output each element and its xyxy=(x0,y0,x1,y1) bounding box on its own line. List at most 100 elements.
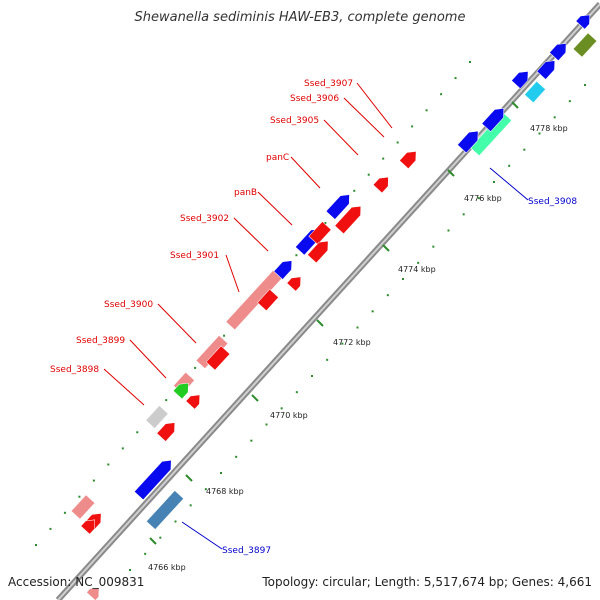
tick-dot-lower xyxy=(174,520,177,523)
gene-blue xyxy=(536,60,556,80)
gene-label-leader xyxy=(323,119,359,156)
gene-label: Ssed_3899 xyxy=(76,336,125,346)
gene-cyan xyxy=(524,80,546,104)
tick-dot-lower xyxy=(493,181,495,183)
tick-dot-lower xyxy=(402,278,404,280)
kbp-label: 4772 kbp xyxy=(333,338,371,347)
tick-dot-lower xyxy=(584,84,586,86)
gene-steel xyxy=(146,490,184,530)
gene-red xyxy=(372,176,389,194)
gene-blue xyxy=(549,43,567,62)
tick-dot-lower xyxy=(311,375,313,377)
gene-label-leader xyxy=(356,82,393,129)
gene-blue xyxy=(134,460,172,501)
kbp-label: 4776 kbp xyxy=(464,194,502,203)
tick-dot-lower xyxy=(280,407,283,410)
gene-label: panC xyxy=(266,153,289,163)
gene-label: Ssed_3898 xyxy=(50,365,99,375)
topology-label: Topology: circular; Length: 5,517,674 bp… xyxy=(262,575,592,589)
gene-label: Ssed_3908 xyxy=(528,197,577,207)
tick-dot-upper xyxy=(107,463,110,466)
tick-dot-lower xyxy=(189,504,192,507)
tick-dot-lower xyxy=(250,439,253,442)
tick-dot-upper xyxy=(367,173,370,176)
gene-red xyxy=(308,221,332,245)
tick-dot-lower xyxy=(447,229,450,232)
tick-dot-upper xyxy=(454,77,457,80)
gene-red xyxy=(307,240,329,264)
gene-pink xyxy=(86,587,100,600)
tick-dot-lower xyxy=(386,294,389,297)
gene-label: panB xyxy=(234,188,257,198)
gene-label-leader xyxy=(489,167,529,201)
kbp-label: 4766 kbp xyxy=(148,563,186,572)
tick-dot-upper xyxy=(121,447,124,450)
gene-blue xyxy=(325,194,350,220)
kbp-tick xyxy=(149,537,157,545)
gene-blue xyxy=(481,108,505,132)
tick-dot-upper xyxy=(353,189,356,192)
kbp-tick xyxy=(382,244,390,252)
gene-green xyxy=(172,382,189,400)
gene-red xyxy=(257,288,279,312)
gene-red xyxy=(156,422,176,442)
tick-dot-lower xyxy=(295,391,298,394)
tick-dot-upper xyxy=(295,254,298,257)
tick-dot-upper xyxy=(469,61,471,63)
gene-label-leader xyxy=(343,97,385,138)
kbp-label: 4778 kbp xyxy=(530,124,568,133)
gene-label-leader xyxy=(290,156,321,189)
tick-dot-lower xyxy=(508,164,511,167)
gene-red xyxy=(334,205,362,235)
gene-label: Ssed_3906 xyxy=(290,94,339,104)
kbp-tick xyxy=(447,169,455,177)
gene-label-leader xyxy=(129,339,167,379)
tick-dot-upper xyxy=(324,222,327,224)
tick-dot-lower xyxy=(341,342,344,345)
kbp-tick xyxy=(251,394,259,402)
tick-dot-lower xyxy=(159,536,162,539)
gene-blue xyxy=(457,130,479,154)
tick-dot-upper xyxy=(165,399,168,402)
tick-dot-upper xyxy=(78,495,81,498)
gene-red xyxy=(286,276,301,292)
gene-label: Ssed_3905 xyxy=(270,116,319,126)
tick-dot-upper xyxy=(63,511,66,514)
tick-dot-lower xyxy=(477,197,480,200)
gene-label: Ssed_3907 xyxy=(304,79,353,89)
gene-label: Ssed_3901 xyxy=(170,251,219,261)
kbp-tick xyxy=(185,474,193,482)
tick-dot-upper xyxy=(425,109,428,112)
gene-label-leader xyxy=(257,191,293,226)
tick-dot-lower xyxy=(129,569,131,571)
gene-label: Ssed_3902 xyxy=(180,214,229,224)
gene-blue xyxy=(575,14,590,30)
tick-dot-upper xyxy=(35,544,37,546)
tick-dot-upper xyxy=(194,366,197,369)
tick-dot-lower xyxy=(568,100,571,103)
tick-dot-upper xyxy=(411,125,414,128)
accession-label: Accession: NC_009831 xyxy=(8,575,145,589)
tick-dot-lower xyxy=(144,552,147,555)
gene-pink xyxy=(70,494,96,520)
gene-red xyxy=(399,151,417,170)
tick-dot-lower xyxy=(326,358,329,361)
kbp-tick xyxy=(511,101,519,109)
genome-backbone-highlight xyxy=(57,3,600,600)
tick-dot-upper xyxy=(223,334,226,337)
gene-label-leader xyxy=(225,254,240,293)
gene-blue xyxy=(273,260,293,280)
gene-label-leader xyxy=(157,303,197,344)
gene-blue xyxy=(511,71,529,90)
tick-dot-lower xyxy=(220,472,222,474)
kbp-label: 4768 kbp xyxy=(206,487,244,496)
kbp-label: 4774 kbp xyxy=(398,265,436,274)
tick-dot-upper xyxy=(440,93,443,96)
tick-dot-lower xyxy=(356,326,359,329)
tick-dot-lower xyxy=(538,132,541,135)
tick-dot-lower xyxy=(417,261,420,264)
map-title: Shewanella sediminis HAW-EB3, complete g… xyxy=(134,10,466,25)
tick-dot-lower xyxy=(235,455,238,458)
gene-label: Ssed_3900 xyxy=(104,300,153,310)
